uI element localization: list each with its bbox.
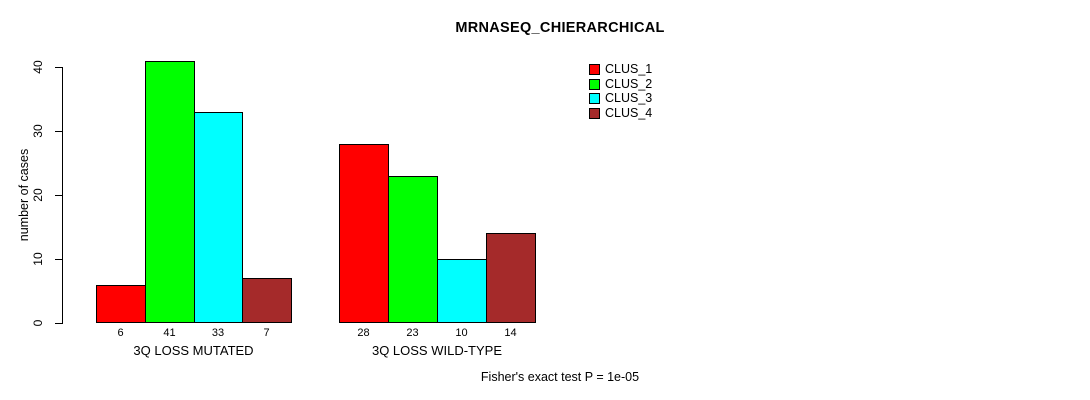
- bar-value-label: 41: [163, 327, 176, 339]
- bar-value-label: 23: [406, 327, 419, 339]
- bar-clus_4-group1: [242, 278, 292, 323]
- legend-label: CLUS_4: [605, 106, 653, 120]
- bar-clus_4-group2: [486, 233, 536, 323]
- y-tick: [55, 195, 62, 196]
- category-label: 3Q LOSS WILD-TYPE: [371, 343, 503, 358]
- y-tick: [55, 67, 62, 68]
- legend-label: CLUS_2: [605, 77, 653, 91]
- bar-clus_2-group1: [145, 61, 195, 323]
- bar-clus_1-group1: [96, 285, 146, 323]
- y-tick-label: 40: [31, 60, 45, 74]
- bar-value-label: 28: [357, 327, 370, 339]
- y-tick: [55, 323, 62, 324]
- bar-value-label: 33: [211, 327, 225, 339]
- legend-label: CLUS_3: [605, 91, 653, 105]
- chart-title: MRNASEQ_CHIERARCHICAL: [455, 20, 665, 36]
- bar-clus_3-group2: [437, 259, 487, 323]
- y-tick-label: 20: [31, 188, 45, 202]
- category-label: 3Q LOSS MUTATED: [133, 343, 254, 358]
- y-axis-label: number of cases: [17, 148, 31, 242]
- bar-value-label: 7: [263, 327, 270, 339]
- legend-swatch-clus_4: [589, 108, 600, 119]
- stat-test-caption: Fisher's exact test P = 1e-05: [480, 370, 640, 384]
- legend-label: CLUS_1: [605, 62, 653, 76]
- y-tick: [55, 259, 62, 260]
- bar-value-label: 10: [455, 327, 468, 339]
- bar-value-label: 6: [117, 327, 124, 339]
- bar-clus_1-group2: [339, 144, 389, 323]
- y-axis-line: [62, 67, 63, 324]
- bar-clus_3-group1: [194, 112, 243, 323]
- bar-clus_2-group2: [388, 176, 438, 323]
- y-tick-label: 30: [31, 124, 45, 138]
- legend-swatch-clus_3: [589, 93, 600, 104]
- y-tick-label: 10: [31, 252, 45, 266]
- y-tick: [55, 131, 62, 132]
- legend-swatch-clus_2: [589, 79, 600, 90]
- bar-value-label: 14: [504, 327, 517, 339]
- y-tick-label: 0: [31, 319, 45, 327]
- legend-swatch-clus_1: [589, 64, 600, 75]
